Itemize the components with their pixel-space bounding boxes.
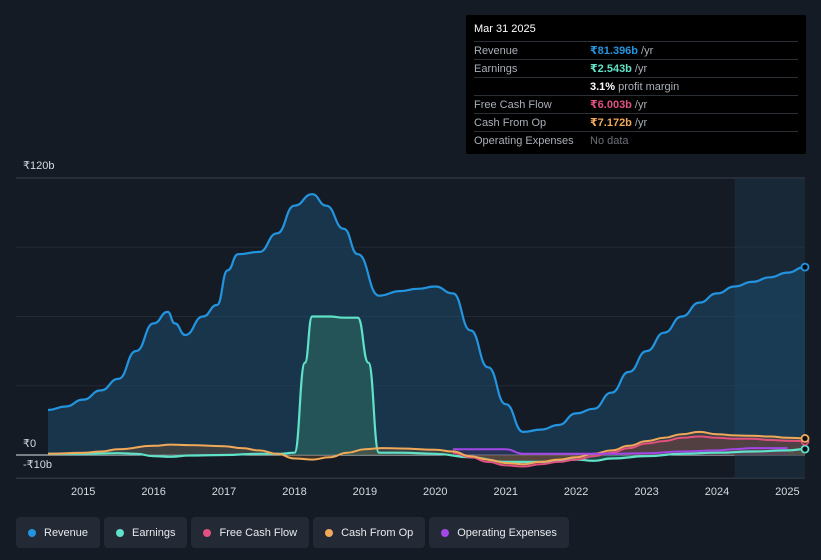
legend-item-operating-expenses[interactable]: Operating Expenses xyxy=(429,517,569,548)
legend-item-revenue[interactable]: Revenue xyxy=(16,517,101,548)
tooltip-row-label: Free Cash Flow xyxy=(474,98,552,111)
x-tick-label: 2017 xyxy=(212,486,236,498)
tooltip-row: Revenue ₹81.396b/yr xyxy=(474,41,798,59)
series-end-markers xyxy=(800,262,810,454)
x-tick-label: 2020 xyxy=(423,486,447,498)
tooltip-row-value: ₹2.543b xyxy=(590,63,632,75)
tooltip-row: Cash From Op ₹7.172b/yr xyxy=(474,113,798,131)
tooltip-row-unit: /yr xyxy=(641,44,654,57)
earnings-line xyxy=(48,315,806,464)
legend-dot-icon xyxy=(28,528,36,537)
tooltip-row-unit: /yr xyxy=(634,98,648,111)
tooltip-row: Free Cash Flow ₹6.003b/yr xyxy=(474,95,798,113)
data-tooltip: Mar 31 2025 Revenue ₹81.396b/yr Earnings ₹2… xyxy=(466,15,806,154)
legend-label: Free Cash Flow xyxy=(219,526,298,539)
tooltip-row-unit: /yr xyxy=(634,62,648,75)
legend-label: Revenue xyxy=(44,526,89,539)
x-tick-label: 2019 xyxy=(353,486,377,498)
y-axis-labels: ₹120b ₹0 -₹10b xyxy=(23,160,54,471)
tooltip-row-label: Earnings xyxy=(474,62,518,75)
chart-canvas: ₹120b ₹0 -₹10b 2015 2016 2017 2018 2019 2020 2… xyxy=(16,160,810,498)
x-tick-label: 2024 xyxy=(705,486,729,498)
tooltip-row: Operating Expenses No data xyxy=(474,131,798,149)
x-tick-label: 2023 xyxy=(634,486,658,498)
free-cash-flow-line xyxy=(452,435,806,468)
tooltip-date: Mar 31 2025 xyxy=(474,23,536,35)
series-lines xyxy=(47,193,806,468)
revenue-end-marker xyxy=(800,262,810,272)
y-zero-label: ₹0 xyxy=(23,438,36,450)
legend-item-free-cash-flow[interactable]: Free Cash Flow xyxy=(191,517,310,548)
tooltip-row-label: Operating Expenses xyxy=(474,134,574,147)
cash-from-op-line xyxy=(47,430,806,466)
legend-item-earnings[interactable]: Earnings xyxy=(104,517,188,548)
y-min-label: -₹10b xyxy=(23,459,52,471)
tooltip-row-value: No data xyxy=(590,134,629,147)
x-tick-label: 2016 xyxy=(141,486,165,498)
revenue-line xyxy=(47,193,806,433)
legend-dot-icon xyxy=(325,528,334,537)
tooltip-row: 3.1% profit margin xyxy=(474,77,798,95)
tooltip-row-label: Cash From Op xyxy=(474,116,547,129)
tooltip-row-value: ₹6.003b xyxy=(590,99,632,111)
legend-item-cash-from-op[interactable]: Cash From Op xyxy=(313,517,426,548)
series-areas xyxy=(48,194,805,467)
x-tick-label: 2022 xyxy=(564,486,588,498)
legend-dot-icon xyxy=(441,528,450,537)
legend: Revenue Earnings Free Cash Flow Cash From O… xyxy=(16,517,573,548)
tooltip-row: Earnings ₹2.543b/yr xyxy=(474,59,798,77)
tooltip-row-unit: /yr xyxy=(634,116,648,129)
x-tick-label: 2015 xyxy=(71,486,95,498)
legend-label: Earnings xyxy=(132,526,176,539)
tooltip-row-value: 3.1% xyxy=(590,80,616,93)
cash-from-op-area xyxy=(48,431,805,465)
tooltip-row-value: ₹81.396b xyxy=(590,45,639,57)
legend-label: Cash From Op xyxy=(341,526,414,539)
x-tick-label: 2021 xyxy=(493,486,517,498)
cash-from-op-end-marker xyxy=(800,434,810,443)
legend-dot-icon xyxy=(116,528,125,537)
free-cash-flow-area xyxy=(452,436,805,467)
y-max-label: ₹120b xyxy=(23,160,54,172)
x-tick-label: 2025 xyxy=(775,486,799,498)
earnings-end-marker xyxy=(800,444,810,454)
tooltip-row-label: Revenue xyxy=(474,44,519,57)
x-axis-labels: 2015 2016 2017 2018 2019 2020 2021 2022 2023 2024… xyxy=(71,486,800,498)
legend-dot-icon xyxy=(203,528,212,537)
tooltip-row-value: ₹7.172b xyxy=(590,117,632,129)
tooltip-row-unit: profit margin xyxy=(618,80,680,93)
x-tick-label: 2018 xyxy=(282,486,306,498)
revenue-area xyxy=(48,194,805,455)
legend-label: Operating Expenses xyxy=(457,526,557,539)
operating-expenses-line xyxy=(452,447,788,455)
